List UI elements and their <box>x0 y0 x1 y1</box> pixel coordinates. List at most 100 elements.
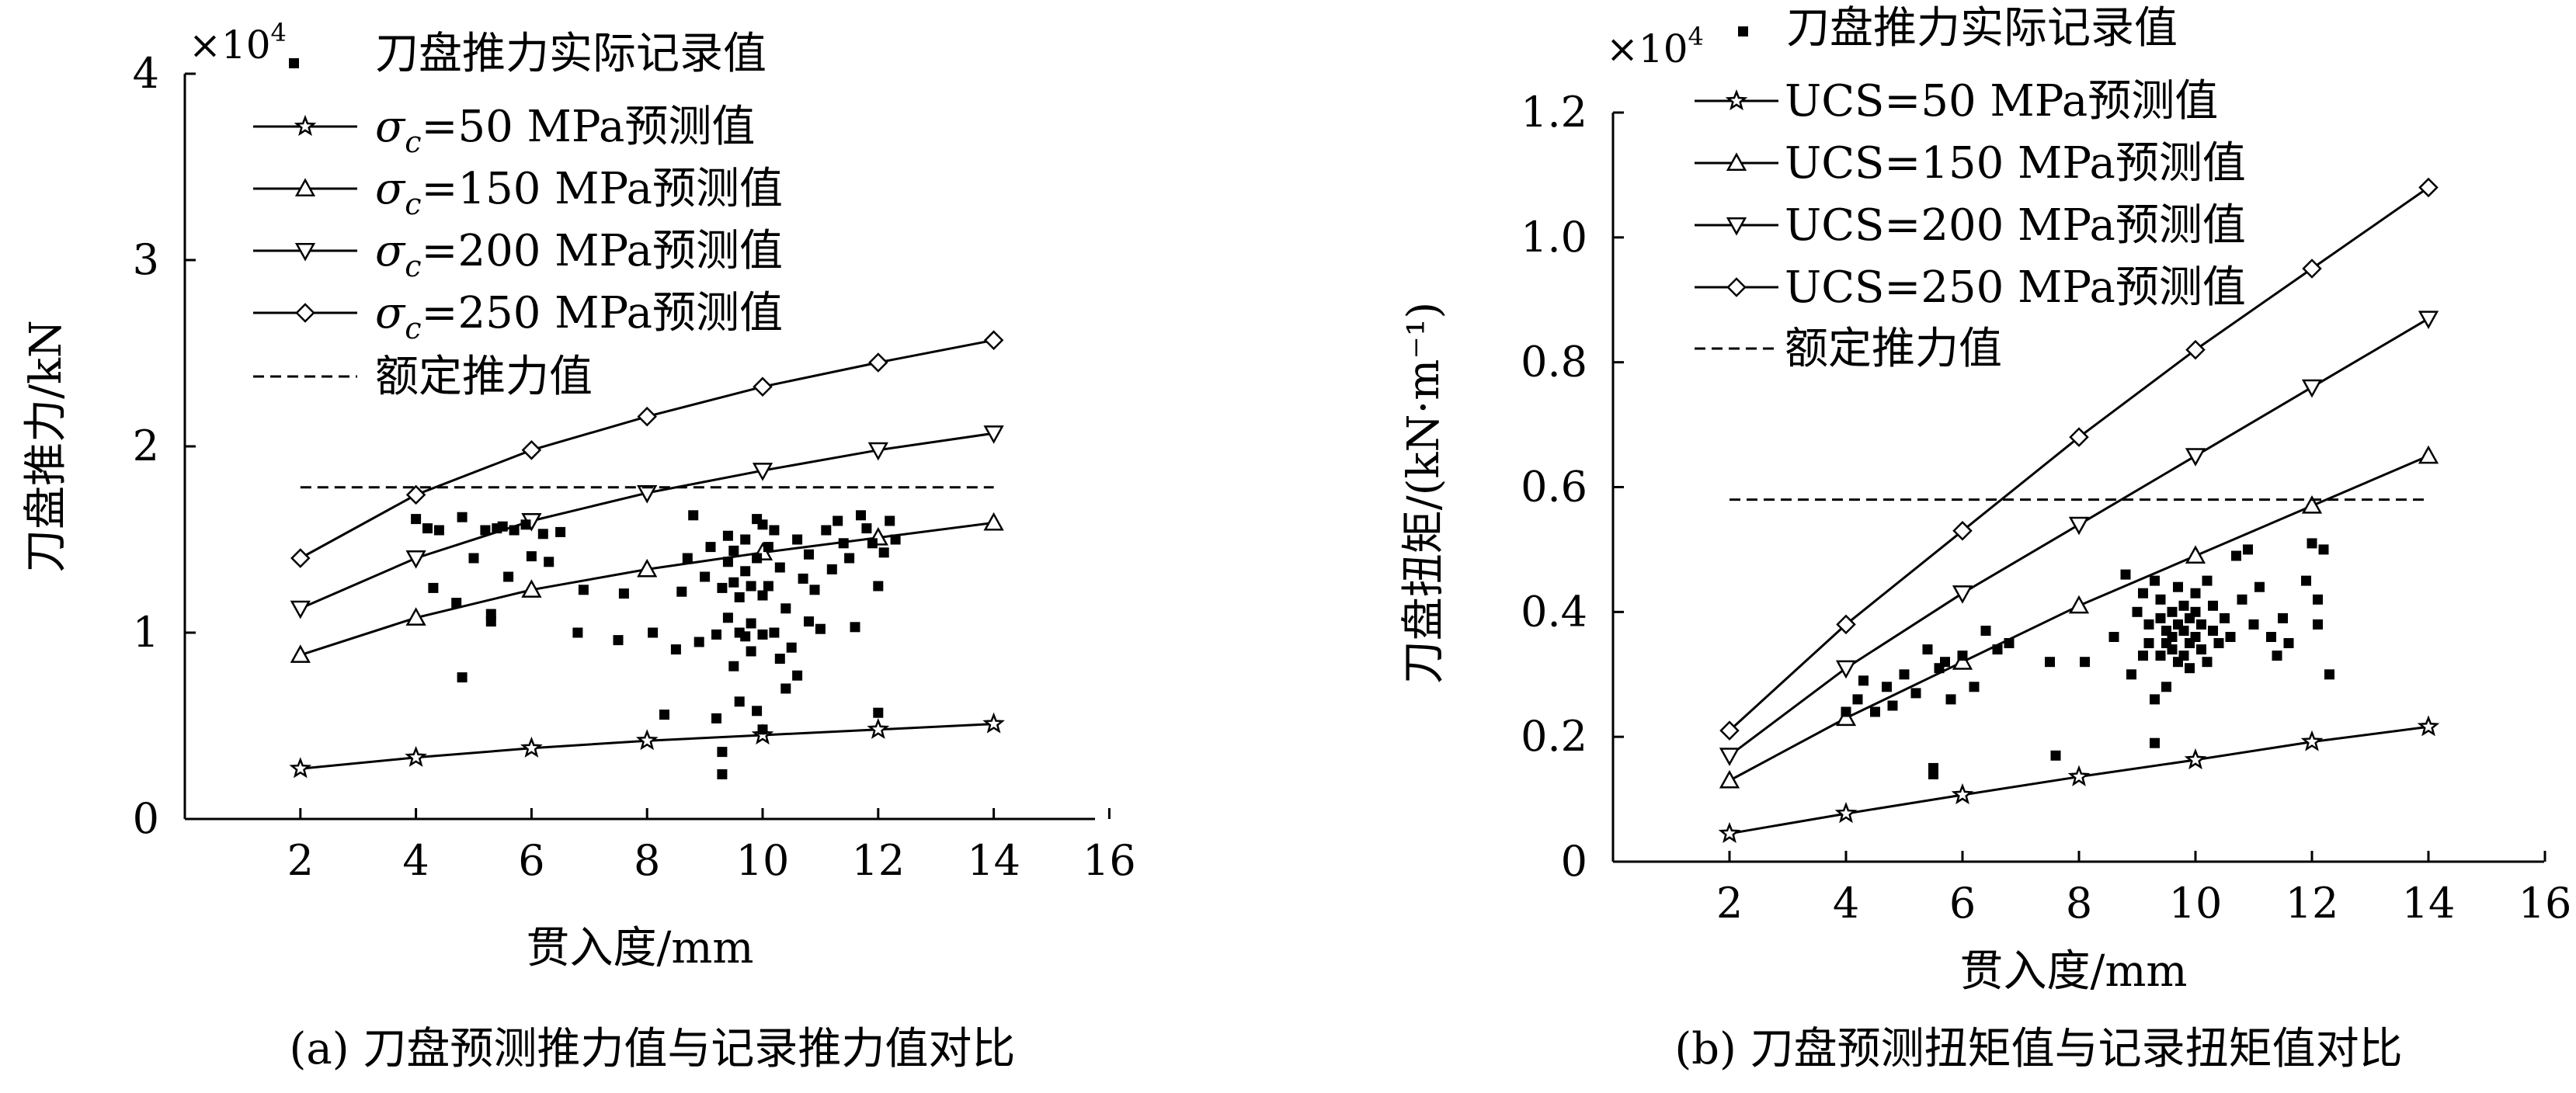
chart-b-scatter-point <box>2132 606 2143 617</box>
chart-b-scatter-point <box>2196 619 2206 630</box>
chart-b-series-point-triangle-up <box>1952 651 1973 670</box>
chart-a-legend-label-star: σc=50 MPa预测值 <box>375 102 755 159</box>
chart-b-scatter-point <box>2167 632 2178 642</box>
chart-a-scatter-point <box>769 525 780 536</box>
chart-a-series-line-triangle-up <box>300 521 994 657</box>
chart-a-scatter-point <box>740 534 751 545</box>
chart-a-ytick-label: 1 <box>133 608 159 657</box>
chart-b-ytick-label: 0.8 <box>1521 338 1587 387</box>
chart-a-scatter-point <box>752 553 763 564</box>
chart-b-scatter-point <box>2190 632 2201 642</box>
chart-b: 2 4 6 8 10 12 14 16 0 0.2 0.4 0.6 0.8 1.0 1.2 ×104 刀盘… <box>1399 3 2571 1074</box>
chart-b-scatter-point <box>2155 651 2166 661</box>
chart-a-legend-scatter-label: 刀盘推力实际记录值 <box>375 29 767 79</box>
chart-a-scatter-point <box>746 618 756 629</box>
chart-a-series-point-diamond <box>753 376 773 397</box>
chart-b-scatter-point <box>2138 651 2148 661</box>
chart-a-xtick-label: 8 <box>634 836 660 885</box>
chart-a-series-point-triangle-up <box>290 644 311 663</box>
chart-b-legend: 刀盘推力实际记录值 UCS=50 MPa预测值 UCS=150 MPa预测值 UCS… <box>1695 3 2246 374</box>
chart-a-scatter-point <box>740 566 751 577</box>
chart-a-scatter-point <box>746 581 756 592</box>
chart-b-scatter-point <box>2173 581 2183 592</box>
chart-b-scatter-point <box>2080 657 2090 668</box>
chart-a-legend-marker-star <box>294 114 317 137</box>
chart-b-scatter-point <box>2150 737 2160 748</box>
chart-a-scatter-point <box>792 534 803 545</box>
chart-a-series-point-diamond <box>290 548 311 568</box>
chart-a-xlabel: 贯入度/mm <box>526 923 753 973</box>
chart-b-xtick-label: 6 <box>1949 879 1976 928</box>
chart-b-scatter-point <box>1858 675 1869 686</box>
chart-b-xlabel: 贯入度/mm <box>1959 946 2187 997</box>
chart-a-xtick-label: 16 <box>1083 836 1136 885</box>
chart-a-series-point-diamond <box>405 484 426 505</box>
chart-a-scatter-point <box>878 547 889 558</box>
chart-b-scatter-point <box>2126 669 2136 680</box>
chart-a-scatter-point <box>757 590 768 601</box>
chart-a-ytick-label: 0 <box>133 794 159 843</box>
chart-a-scatter-point <box>480 525 491 536</box>
chart-a-scatter-point <box>752 706 763 717</box>
chart-a-series-point-diamond <box>983 330 1004 350</box>
chart-a-scatter-point <box>804 616 814 627</box>
chart-b-scatter-point <box>1969 682 1980 692</box>
chart-b-scatter-point <box>2220 612 2230 623</box>
chart-a-scatter-point <box>746 646 756 657</box>
chart-a-scale-label: ×104 <box>189 18 287 68</box>
chart-a-series-point-triangle-up <box>521 579 542 598</box>
chart-b-series-point-star <box>1834 801 1858 824</box>
chart-a-scatter-point <box>804 549 814 560</box>
chart-b-scatter-point <box>2301 575 2311 586</box>
chart-b-series-point-star <box>2184 748 2207 770</box>
chart-b-scatter-point <box>1852 694 1863 705</box>
chart-a-scatter-point <box>792 670 803 681</box>
chart-b-scatter-point <box>2185 663 2195 674</box>
chart-b-legend-marker-triangle-down <box>1726 217 1747 236</box>
chart-a-xtick-label: 14 <box>967 836 1020 885</box>
chart-b-series-point-triangle-down <box>2185 448 2206 467</box>
chart-a-scatter-point <box>711 713 721 723</box>
chart-a-scatter-point <box>688 510 699 521</box>
chart-a-scatter-point <box>537 529 548 540</box>
chart-a-legend-label-triangle-down: σc=200 MPa预测值 <box>375 226 783 283</box>
chart-b-scatter-point <box>2307 538 2317 549</box>
chart-a-scatter-point <box>613 635 624 646</box>
chart-a-scatter-point <box>867 538 878 549</box>
chart-b-scatter-point <box>2155 594 2166 605</box>
chart-b-scatter-point <box>2313 619 2323 630</box>
chart-b-xtick-label: 16 <box>2519 879 2572 928</box>
chart-b-scatter-point <box>2161 682 2171 692</box>
chart-b-ytick-label: 0.6 <box>1521 463 1587 512</box>
chart-b-series-line-triangle-down <box>1729 317 2429 757</box>
chart-b-series-point-triangle-up <box>2418 445 2439 464</box>
chart-b-scatter-point <box>2208 626 2218 636</box>
chart-b-series-point-diamond <box>2418 177 2439 198</box>
chart-b-series-point-triangle-down <box>1952 585 1973 604</box>
chart-a-ytick-label: 2 <box>133 422 159 470</box>
chart-a-scatter-point <box>815 623 826 634</box>
chart-b-xtick-label: 12 <box>2286 879 2339 928</box>
chart-b-scatter-point <box>2278 612 2288 623</box>
chart-b-ytick-label: 1.0 <box>1521 213 1587 262</box>
chart-a-scatter-point <box>763 581 773 592</box>
chart-b-scatter-point <box>2190 588 2201 599</box>
chart-b-series-point-triangle-down <box>1835 660 1857 679</box>
chart-a-scatter-point <box>769 627 780 638</box>
chart-a-scatter-point <box>774 562 785 573</box>
chart-a-scatter-point <box>757 519 768 530</box>
chart-a-scatter-point <box>572 627 583 638</box>
chart-b-legend-label-triangle-up: UCS=150 MPa预测值 <box>1785 138 2246 189</box>
chart-a-scatter-point <box>433 525 444 536</box>
chart-a-scatter-point <box>798 573 808 584</box>
chart-a-scatter-point <box>722 612 733 623</box>
chart-b-series-point-star <box>1718 821 1741 844</box>
chart-a-legend-marker-triangle-up <box>294 178 316 197</box>
chart-b-scatter-point <box>1928 769 1938 779</box>
chart-a-scatter-point <box>705 542 716 553</box>
chart-a-scatter-point <box>861 523 872 534</box>
chart-b-scatter-point <box>2318 544 2329 555</box>
chart-a-scatter-point <box>711 629 721 640</box>
chart-b-legend-marker-triangle-up <box>1726 152 1747 172</box>
chart-b-scatter-point <box>1841 706 1851 717</box>
